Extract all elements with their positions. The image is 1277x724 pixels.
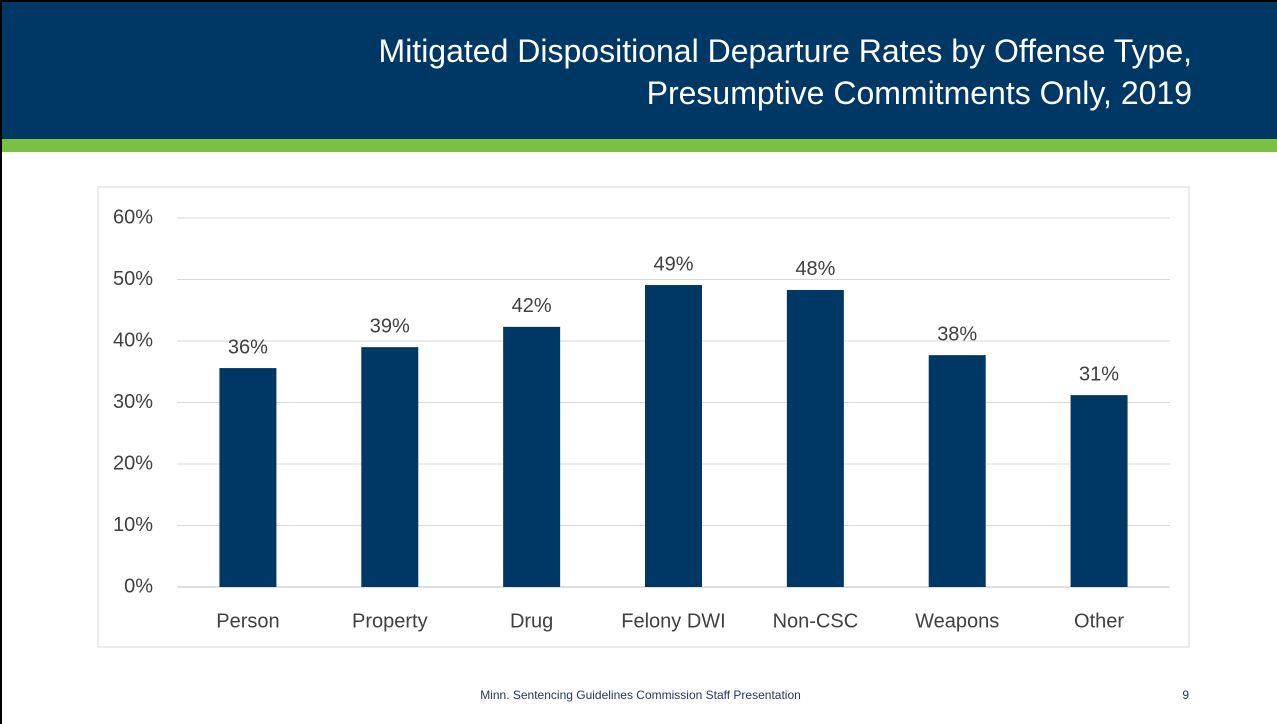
y-tick-label: 10% [113,514,153,536]
y-tick-label: 20% [113,452,153,474]
x-tick-label: Other [1074,610,1124,632]
bar [928,355,986,587]
page-number: 9 [1182,688,1189,702]
data-label: 48% [795,258,835,280]
x-tick-label: Person [216,610,279,632]
y-tick-label: 0% [124,575,153,597]
bar [1070,395,1128,587]
data-label: 36% [228,336,268,358]
data-label: 42% [512,295,552,317]
data-label: 39% [370,315,410,337]
y-tick-label: 60% [113,206,153,228]
y-tick-label: 50% [113,268,153,290]
slide-title: Mitigated Dispositional Departure Rates … [378,33,1192,111]
accent-stripe [2,139,1277,152]
y-tick-label: 30% [113,391,153,413]
header-band [2,2,1277,139]
chart-frame [97,186,1190,648]
bar [786,289,844,587]
bar [219,368,277,587]
bar [503,326,561,587]
x-tick-label: Weapons [915,610,999,632]
bar [361,347,419,587]
data-label: 31% [1079,363,1119,385]
x-tick-label: Felony DWI [621,610,725,632]
x-tick-label: Drug [510,610,553,632]
x-tick-label: Property [352,610,428,632]
x-tick-label: Non-CSC [773,610,859,632]
bar [645,285,702,587]
footer: Minn. Sentencing Guidelines Commission S… [480,688,801,702]
data-label: 49% [653,253,693,275]
y-tick-label: 40% [113,329,153,351]
data-label: 38% [937,323,977,345]
